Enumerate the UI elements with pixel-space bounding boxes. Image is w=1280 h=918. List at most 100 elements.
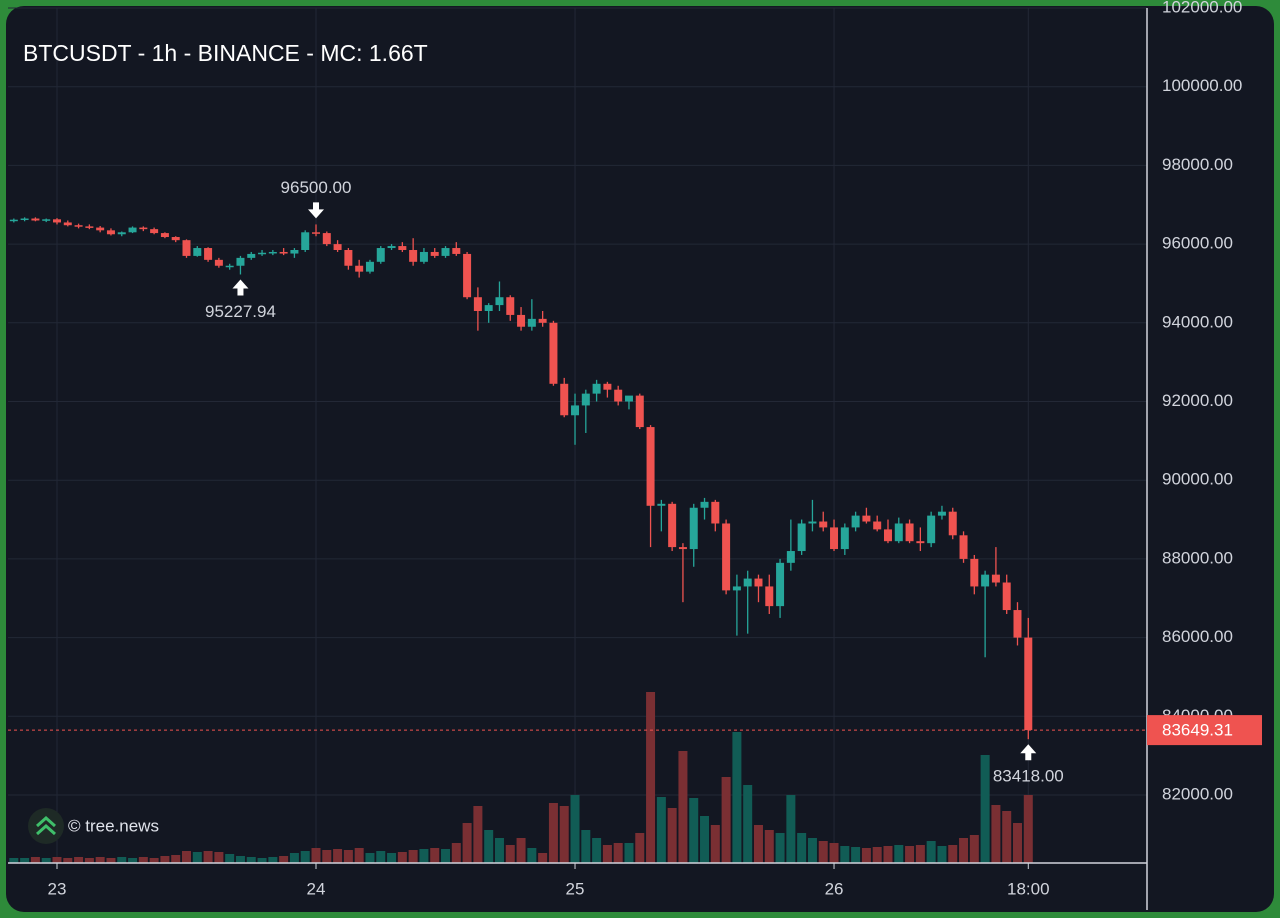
candle-body [387, 246, 396, 249]
x-tick-label: 23 [48, 879, 67, 898]
volume-bar [268, 857, 278, 863]
volume-bar [851, 847, 861, 863]
volume-bar [484, 830, 494, 863]
volume-bar [872, 847, 882, 863]
volume-bar [991, 805, 1001, 863]
volume-bar [95, 857, 105, 863]
volume-bar [419, 849, 429, 863]
chart-panel [6, 6, 1274, 912]
volume-bar [160, 856, 170, 863]
volume-bar [171, 855, 181, 863]
volume-bar [1023, 795, 1033, 863]
volume-bar [1002, 811, 1012, 863]
candle-body [117, 232, 126, 235]
volume-bar [581, 830, 591, 863]
candle-body [473, 297, 482, 311]
candle-body [689, 507, 698, 550]
volume-bar [451, 843, 461, 863]
candle-body [700, 501, 709, 508]
volume-bar [300, 851, 310, 863]
candle-body [937, 511, 946, 516]
volume-bar [30, 857, 40, 863]
volume-bar [818, 841, 828, 863]
candle-body [765, 586, 774, 607]
volume-bar [840, 846, 850, 863]
candle-body [851, 515, 860, 528]
candle-body [193, 248, 202, 256]
volume-bar [678, 751, 688, 863]
candle-body [322, 233, 331, 245]
volume-bar [376, 851, 386, 863]
volume-bar [192, 852, 202, 863]
volume-bar [915, 845, 925, 863]
y-tick-label: 88000.00 [1162, 548, 1233, 567]
candle-body [160, 233, 169, 238]
volume-bar [214, 852, 224, 863]
candle-body [527, 318, 536, 327]
candle-body [106, 230, 115, 235]
candle-body [657, 503, 666, 506]
candle-body [279, 251, 288, 254]
volume-bar [829, 843, 839, 863]
last-price-label: 83649.31 [1162, 721, 1233, 740]
candle-body [603, 383, 612, 390]
candle-body [678, 547, 687, 550]
candle-body [204, 248, 213, 260]
candle-body [883, 529, 892, 542]
volume-bar [937, 846, 947, 863]
volume-bar [559, 806, 569, 863]
candle-body [916, 541, 925, 544]
candle-body [365, 261, 374, 272]
volume-bar [905, 846, 915, 863]
candle-body [797, 523, 806, 552]
candle-body [42, 219, 51, 221]
volume-bar [235, 856, 245, 863]
volume-bar [980, 755, 990, 863]
candle-body [409, 250, 418, 262]
volume-bar [138, 857, 148, 863]
volume-bar [926, 841, 936, 863]
candle-body [948, 511, 957, 536]
candle-body [268, 251, 277, 254]
volume-bar [117, 857, 127, 863]
candle-body [463, 253, 472, 298]
chart-title: BTCUSDT - 1h - BINANCE - MC: 1.66T [23, 40, 428, 66]
candle-body [441, 248, 450, 256]
candle-body [560, 383, 569, 416]
candle-body [247, 253, 256, 258]
overlay: 82000.0084000.0086000.0088000.0090000.00… [8, 0, 1262, 898]
candle-body [549, 322, 558, 384]
volume-bar [613, 843, 623, 863]
volume-bar [84, 858, 94, 863]
volume-bar [333, 849, 343, 863]
y-tick-label: 102000.00 [1162, 0, 1242, 16]
candle-body [927, 515, 936, 544]
x-tick-label: 25 [566, 879, 585, 898]
candle-body [786, 551, 795, 563]
candle-body [430, 251, 439, 256]
candle-body [20, 218, 29, 221]
volume-bar [462, 823, 472, 863]
volume-bar [365, 853, 375, 863]
annotation-label: 95227.94 [205, 302, 276, 321]
candle-body [517, 314, 526, 327]
candle-body [150, 229, 159, 234]
candle-body [840, 527, 849, 550]
candle-layer [9, 217, 1033, 740]
volume-bar [343, 850, 353, 863]
candle-body [139, 227, 148, 230]
volume-bar [387, 853, 397, 863]
candle-body [624, 395, 633, 402]
volume-bar [969, 835, 979, 863]
volume-bar [689, 798, 699, 863]
annotation-arrow [1020, 744, 1037, 761]
volume-bar [52, 857, 62, 863]
volume-bar [74, 857, 84, 863]
volume-bar [1012, 823, 1022, 863]
candle-body [290, 250, 299, 254]
annotation-arrow [308, 202, 325, 219]
candle-body [85, 226, 94, 228]
candle-body [711, 501, 720, 524]
